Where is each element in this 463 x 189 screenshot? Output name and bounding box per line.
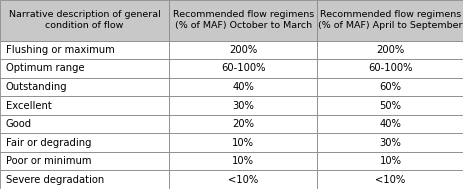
Bar	[316, 96, 463, 115]
Text: 60%: 60%	[379, 82, 400, 92]
Bar	[0, 170, 169, 189]
Bar	[0, 96, 169, 115]
Bar	[0, 115, 169, 133]
Text: 200%: 200%	[229, 45, 257, 55]
Text: Recommended flow regimens
(% of MAF) April to September: Recommended flow regimens (% of MAF) Apr…	[318, 10, 462, 30]
Text: Excellent: Excellent	[6, 101, 51, 111]
Bar	[169, 41, 316, 59]
Bar	[169, 78, 316, 96]
Text: Flushing or maximum: Flushing or maximum	[6, 45, 114, 55]
Bar	[0, 78, 169, 96]
Text: 10%: 10%	[232, 156, 254, 166]
Text: 10%: 10%	[232, 138, 254, 148]
Bar	[0, 59, 169, 78]
Bar	[169, 133, 316, 152]
Text: <10%: <10%	[227, 175, 258, 185]
Text: 60-100%: 60-100%	[220, 64, 265, 74]
Text: 20%: 20%	[232, 119, 254, 129]
Bar	[0, 0, 169, 41]
Text: 60-100%: 60-100%	[368, 64, 412, 74]
Text: Recommended flow regimens
(% of MAF) October to March: Recommended flow regimens (% of MAF) Oct…	[172, 10, 313, 30]
Text: Outstanding: Outstanding	[6, 82, 67, 92]
Text: 40%: 40%	[379, 119, 400, 129]
Bar	[316, 115, 463, 133]
Text: Optimum range: Optimum range	[6, 64, 84, 74]
Bar	[169, 170, 316, 189]
Text: 50%: 50%	[379, 101, 400, 111]
Bar	[316, 41, 463, 59]
Bar	[169, 152, 316, 170]
Text: Severe degradation: Severe degradation	[6, 175, 104, 185]
Bar	[316, 59, 463, 78]
Text: 200%: 200%	[375, 45, 404, 55]
Text: 30%: 30%	[379, 138, 400, 148]
Bar	[0, 152, 169, 170]
Bar	[0, 41, 169, 59]
Text: 40%: 40%	[232, 82, 254, 92]
Text: Narrative description of general
condition of flow: Narrative description of general conditi…	[9, 10, 160, 30]
Text: Good: Good	[6, 119, 31, 129]
Bar	[169, 0, 316, 41]
Bar	[0, 133, 169, 152]
Text: Fair or degrading: Fair or degrading	[6, 138, 91, 148]
Bar	[316, 170, 463, 189]
Text: Poor or minimum: Poor or minimum	[6, 156, 91, 166]
Bar	[169, 96, 316, 115]
Text: 10%: 10%	[379, 156, 400, 166]
Bar	[316, 78, 463, 96]
Bar	[316, 0, 463, 41]
Text: <10%: <10%	[375, 175, 405, 185]
Text: 30%: 30%	[232, 101, 254, 111]
Bar	[316, 152, 463, 170]
Bar	[169, 115, 316, 133]
Bar	[316, 133, 463, 152]
Bar	[169, 59, 316, 78]
